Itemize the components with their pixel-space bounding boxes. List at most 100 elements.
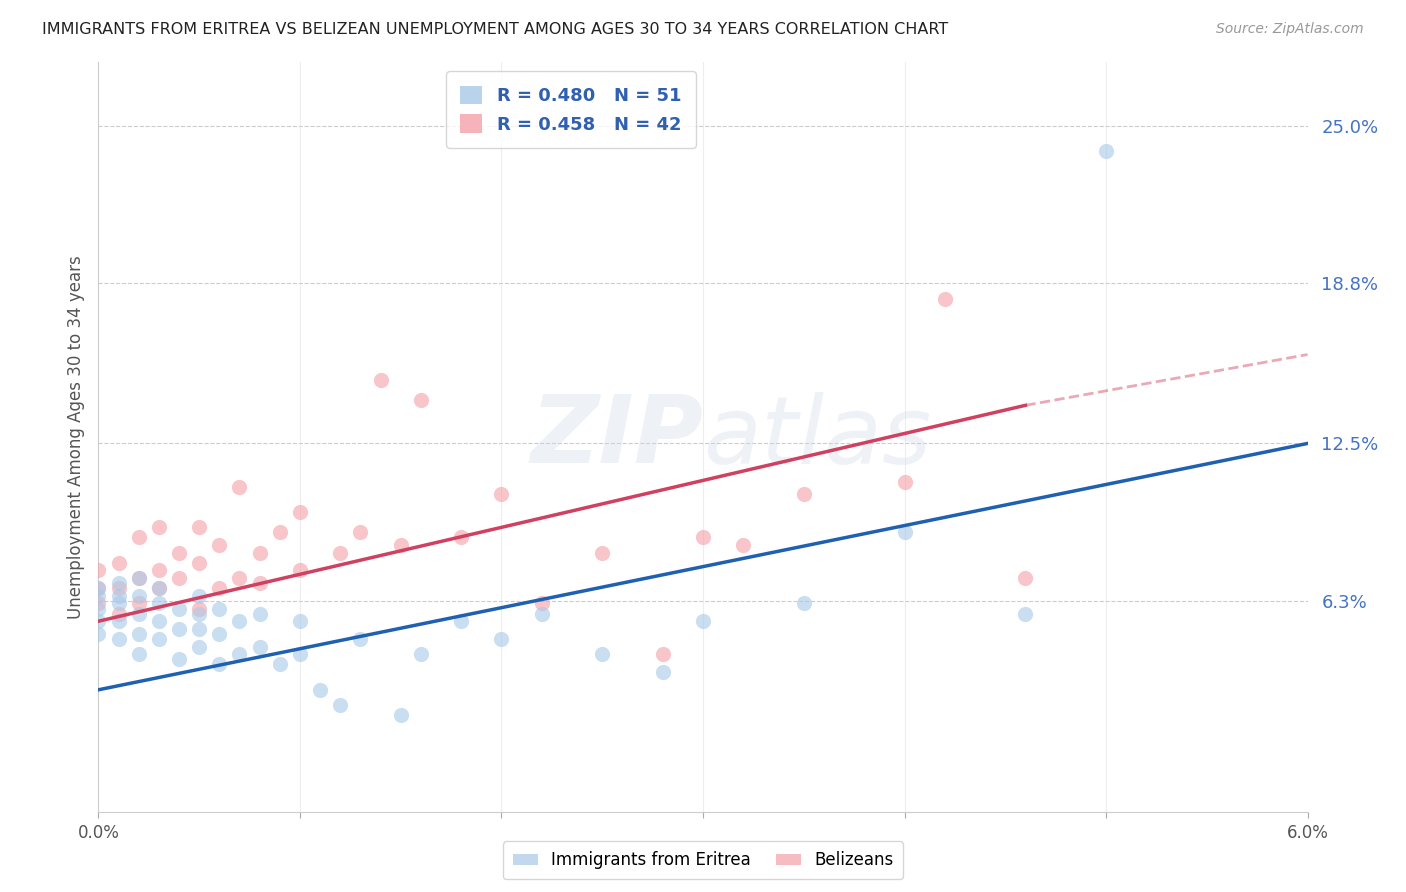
Point [128,607,150,621]
Point [249,576,271,591]
Point [128,627,150,641]
Point [87,601,110,615]
Point [128,589,150,603]
Point [188,607,211,621]
Point [148,520,170,534]
Point [128,647,150,661]
Point [87,563,110,577]
Point [107,597,129,611]
Point [167,622,190,636]
Point [491,487,513,501]
Point [269,525,291,540]
Point [128,530,150,544]
Point [591,647,613,661]
Text: atlas: atlas [703,392,931,483]
Point [167,652,190,666]
Point [107,614,129,628]
Point [107,589,129,603]
Point [389,708,412,723]
Point [107,632,129,646]
Point [349,632,371,646]
Point [288,505,311,519]
Point [370,373,392,387]
Point [409,647,432,661]
Point [288,647,311,661]
Point [349,525,371,540]
Point [893,525,915,540]
Point [228,647,250,661]
Point [208,657,231,672]
Point [128,571,150,585]
Text: Source: ZipAtlas.com: Source: ZipAtlas.com [1216,22,1364,37]
Point [591,546,613,560]
Point [249,640,271,654]
Point [87,627,110,641]
Point [651,647,673,661]
Point [208,601,231,615]
Point [167,601,190,615]
Point [733,538,755,552]
Legend: Immigrants from Eritrea, Belizeans: Immigrants from Eritrea, Belizeans [503,841,903,880]
Point [228,571,250,585]
Point [107,581,129,595]
Point [329,546,352,560]
Point [188,520,211,534]
Point [793,597,815,611]
Point [148,581,170,595]
Point [249,607,271,621]
Point [450,530,472,544]
Text: ZIP: ZIP [530,391,703,483]
Point [188,640,211,654]
Text: IMMIGRANTS FROM ERITREA VS BELIZEAN UNEMPLOYMENT AMONG AGES 30 TO 34 YEARS CORRE: IMMIGRANTS FROM ERITREA VS BELIZEAN UNEM… [42,22,949,37]
Point [409,393,432,408]
Point [107,576,129,591]
Point [128,571,150,585]
Point [188,622,211,636]
Point [651,665,673,679]
Point [692,614,714,628]
Point [188,589,211,603]
Point [87,597,110,611]
Point [208,538,231,552]
Point [1014,607,1036,621]
Point [1095,145,1118,159]
Point [87,614,110,628]
Point [148,581,170,595]
Point [288,563,311,577]
Point [188,601,211,615]
Point [389,538,412,552]
Point [107,556,129,570]
Point [491,632,513,646]
Legend: R = 0.480   N = 51, R = 0.458   N = 42: R = 0.480 N = 51, R = 0.458 N = 42 [446,71,696,148]
Point [249,546,271,560]
Point [228,614,250,628]
Point [208,627,231,641]
Point [934,292,956,306]
Point [148,632,170,646]
Y-axis label: Unemployment Among Ages 30 to 34 years: Unemployment Among Ages 30 to 34 years [66,255,84,619]
Point [793,487,815,501]
Point [87,581,110,595]
Point [288,614,311,628]
Point [167,571,190,585]
Point [87,589,110,603]
Point [893,475,915,489]
Point [692,530,714,544]
Point [208,581,231,595]
Point [450,614,472,628]
Point [309,682,332,697]
Point [167,546,190,560]
Point [530,597,553,611]
Point [148,597,170,611]
Point [188,556,211,570]
Point [1014,571,1036,585]
Point [269,657,291,672]
Point [148,614,170,628]
Point [128,597,150,611]
Point [530,607,553,621]
Point [148,563,170,577]
Point [228,480,250,494]
Point [107,607,129,621]
Point [87,581,110,595]
Point [329,698,352,712]
